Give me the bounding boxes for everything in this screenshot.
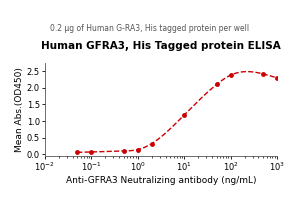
Y-axis label: Mean Abs.(OD450): Mean Abs.(OD450) (15, 67, 24, 152)
Title: Human GFRA3, His Tagged protein ELISA: Human GFRA3, His Tagged protein ELISA (41, 41, 281, 51)
X-axis label: Anti-GFRA3 Neutralizing antibody (ng/mL): Anti-GFRA3 Neutralizing antibody (ng/mL) (66, 176, 256, 185)
Text: 0.2 μg of Human G-RA3, His tagged protein per well: 0.2 μg of Human G-RA3, His tagged protei… (50, 24, 250, 33)
